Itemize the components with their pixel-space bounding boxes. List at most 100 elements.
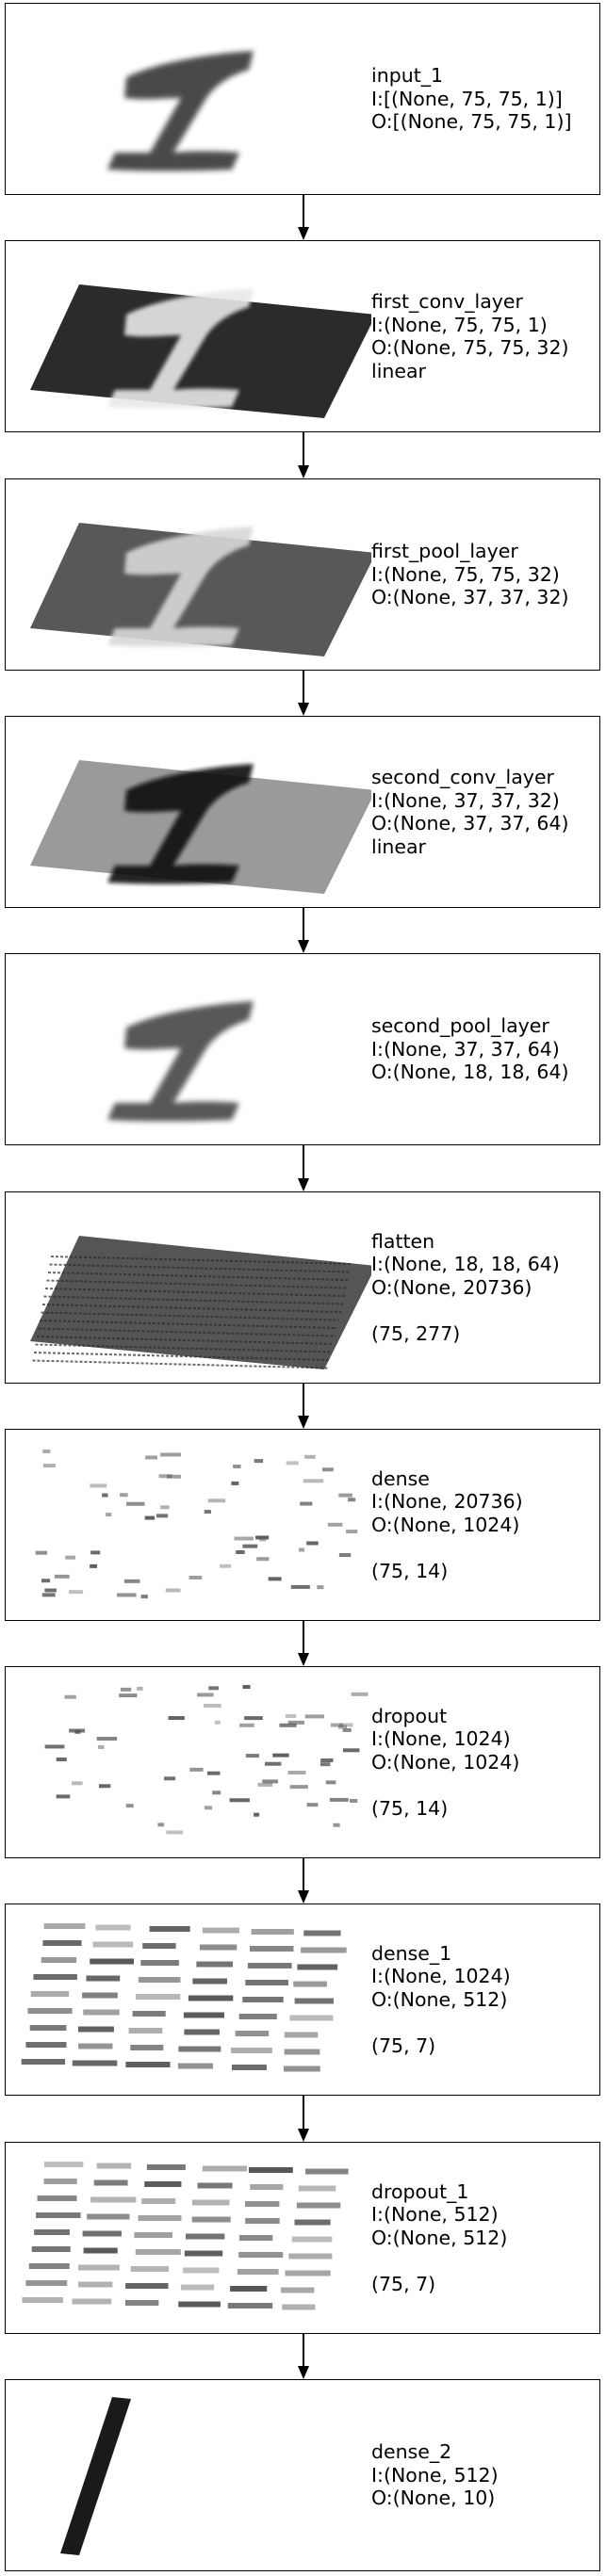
neuron-block [43, 1923, 86, 1929]
neuron-block [235, 2031, 270, 2036]
neuron-block [102, 1493, 108, 1498]
neuron-block [140, 1595, 148, 1599]
neuron-block [219, 1563, 232, 1568]
neuron-block [27, 2008, 73, 2014]
neuron-block [29, 2025, 67, 2031]
neuron-block [236, 1549, 245, 1554]
neuron-block [202, 1927, 239, 1934]
neuron-block [290, 1584, 310, 1589]
neuron-block [68, 1590, 84, 1595]
neuron-block [306, 1541, 319, 1546]
layer-output-shape: O:(None, 512) [371, 2226, 508, 2249]
neuron-block [325, 1780, 336, 1785]
digit-stroke [107, 1001, 254, 1122]
neuron-block [97, 1744, 105, 1749]
neuron-block [156, 1514, 169, 1518]
neuron-block [286, 1461, 299, 1466]
neuron-block [125, 2283, 169, 2289]
neuron-block [96, 2163, 132, 2169]
neuron-block [287, 1720, 305, 1725]
arrow-head-icon [298, 1653, 309, 1666]
layer-visualization [35, 1449, 358, 1599]
flatten-row [41, 1304, 342, 1313]
neuron-block [90, 1483, 107, 1488]
neuron-block [250, 2184, 284, 2190]
neuron-block [189, 1767, 204, 1772]
neuron-block [37, 2195, 77, 2201]
neuron-block [293, 1981, 327, 1987]
neuron-block [245, 2218, 280, 2224]
neuron-block [285, 2270, 331, 2276]
neuron-block [268, 1577, 282, 1581]
neuron-block [284, 2032, 319, 2038]
layer-output-shape: O:(None, 18, 18, 64) [371, 1061, 569, 1084]
layer-input-shape: I:(None, 512) [371, 2463, 499, 2487]
neuron-block [202, 2165, 248, 2172]
layer-viz-shape: (75, 7) [371, 2033, 436, 2057]
neuron-block [99, 1784, 111, 1789]
neuron-block [206, 1771, 221, 1775]
neuron-block [294, 2219, 331, 2226]
neuron-block [144, 2181, 182, 2187]
neuron-block [319, 1762, 331, 1767]
neuron-block [303, 1479, 324, 1483]
neuron-block [244, 2201, 280, 2207]
neuron-block [135, 2249, 181, 2255]
neuron-block [21, 2059, 66, 2065]
neuron-block [242, 1685, 251, 1690]
layer-label: second_conv_layer I:(None, 37, 37, 32) O:(… [371, 717, 569, 907]
layer-label: dropout I:(None, 1024) O:(None, 1024) (75, … [371, 1667, 519, 1857]
neuron-block [78, 2281, 113, 2288]
neuron-block [145, 1455, 157, 1460]
layer-input-shape: I:(None, 75, 75, 32) [371, 562, 560, 586]
neuron-block [83, 2009, 120, 2016]
neuron-block [287, 1770, 306, 1774]
neuron-block [138, 2215, 182, 2221]
layer-visualization [30, 1236, 371, 1369]
digit-one-shape [107, 1001, 254, 1122]
neuron-block [284, 2049, 320, 2055]
neuron-block [231, 1481, 239, 1485]
arrow-head-icon [298, 1890, 309, 1904]
neuron-block [184, 2250, 223, 2257]
neuron-block [177, 2063, 213, 2069]
neuron-block [28, 2263, 70, 2269]
neuron-block [157, 1823, 165, 1827]
layer-box-dropout: dropout I:(None, 1024) O:(None, 1024) (75, … [5, 1666, 600, 1858]
layer-box-dropout-1: dropout_1 I:(None, 512) O:(None, 512) (75, … [5, 2142, 600, 2334]
neuron-block [144, 1515, 156, 1520]
neuron-block [137, 1686, 143, 1691]
neuron-block [42, 1449, 51, 1453]
layer-name: first_pool_layer [371, 540, 518, 563]
neuron-block [69, 1728, 86, 1733]
neuron-block [120, 1493, 128, 1498]
flatten-row [35, 1343, 333, 1353]
layer-label: dropout_1 I:(None, 512) O:(None, 512) (75, … [371, 2143, 507, 2333]
layer-label: dense I:(None, 20736) O:(None, 1024) (75, 1… [371, 1430, 523, 1620]
layer-viz-shape: (75, 7) [371, 2272, 436, 2295]
neuron-block [349, 1798, 358, 1803]
flatten-row [50, 1256, 353, 1265]
neuron-block [43, 2179, 77, 2184]
arrow-head-icon [298, 2129, 309, 2142]
layer-box-input-1: input_1 I:[(None, 75, 75, 1)] O:[(None, 75… [5, 3, 600, 195]
layer-visualization [30, 284, 371, 418]
layer-output-shape: O:[(None, 75, 75, 1)] [371, 110, 572, 134]
flatten-row [46, 1279, 348, 1289]
arrow-head-icon [298, 1416, 309, 1429]
neuron-block [96, 1736, 118, 1741]
neuron-block [95, 1924, 131, 1931]
neuron-block [82, 1992, 118, 1999]
layer-input-shape: I:(None, 1024) [371, 1965, 511, 1988]
neuron-block [86, 1975, 121, 1982]
layer-input-shape: I:(None, 37, 37, 32) [371, 788, 560, 812]
flatten-row [39, 1320, 338, 1329]
neuron-block [264, 1761, 282, 1766]
layer-name: dropout [371, 1704, 448, 1727]
layer-visualization [107, 51, 254, 171]
neuron-block [230, 2286, 268, 2292]
neuron-block [167, 1474, 181, 1479]
layer-name: first_conv_layer [371, 290, 523, 313]
neuron-block [90, 1563, 98, 1568]
